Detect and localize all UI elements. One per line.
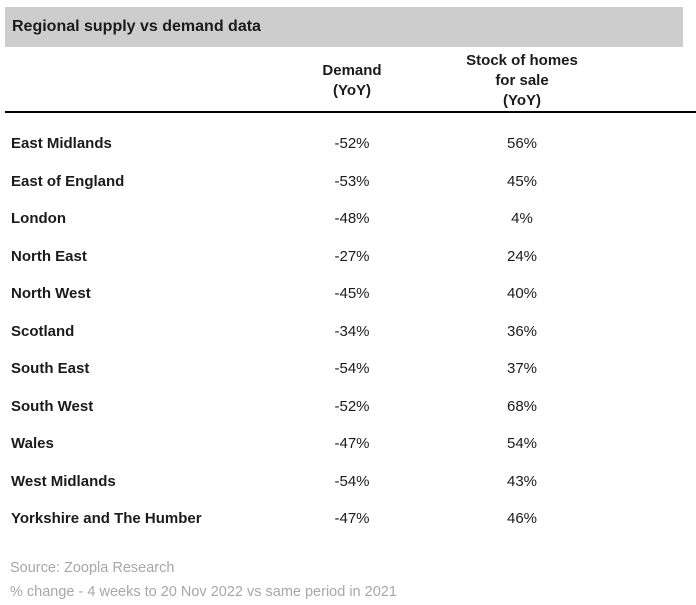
region-cell: Scotland [11,322,75,340]
stock-value-cell: 4% [511,210,533,228]
region-cell: West Midlands [11,472,116,490]
stock-value-cell: 56% [506,135,538,153]
column-header-demand: Demand (YoY) [322,62,382,99]
table-row: South West -52% 68% [0,388,696,426]
table-row: East Midlands -52% 56% [0,125,696,163]
stock-value-cell: 46% [506,510,538,528]
table-title-bar: Regional supply vs demand data [5,7,683,47]
demand-value-cell: -47% [334,510,370,528]
region-cell: Wales [11,435,54,453]
table-row: London -48% 4% [0,200,696,238]
table-row: South East -54% 37% [0,350,696,388]
stock-value-cell: 40% [506,285,538,303]
stock-value-cell: 36% [506,322,538,340]
demand-value-cell: -48% [334,210,370,228]
stock-value-cell: 37% [506,360,538,378]
region-cell: North East [11,247,87,265]
table-row: East of England -53% 45% [0,163,696,201]
stock-value-cell: 43% [506,472,538,490]
source-note: Source: Zoopla Research [10,560,175,576]
data-table: East Midlands -52% 56% East of England -… [0,125,696,538]
column-header-stock: Stock of homes for sale (YoY) [466,52,578,109]
table-row: West Midlands -54% 43% [0,463,696,501]
stock-value-cell: 68% [506,397,538,415]
region-cell: South West [11,397,94,415]
table-row: Scotland -34% 36% [0,313,696,351]
table-row: North West -45% 40% [0,275,696,313]
table-row: Yorkshire and The Humber -47% 46% [0,500,696,538]
stock-value-cell: 54% [506,435,538,453]
region-cell: South East [11,360,90,378]
table-title: Regional supply vs demand data [12,18,261,35]
demand-value-cell: -47% [334,435,370,453]
table-row: Wales -47% 54% [0,425,696,463]
stock-value-cell: 45% [506,172,538,190]
demand-value-cell: -54% [334,472,370,490]
region-cell: Yorkshire and The Humber [11,510,202,528]
period-note: % change - 4 weeks to 20 Nov 2022 vs sam… [10,584,397,600]
demand-value-cell: -27% [334,247,370,265]
demand-value-cell: -54% [334,360,370,378]
region-cell: East of England [11,172,125,190]
demand-value-cell: -34% [334,322,370,340]
demand-value-cell: -53% [334,172,370,190]
region-cell: North West [11,285,91,303]
region-cell: East Midlands [11,135,112,153]
stock-value-cell: 24% [506,247,538,265]
header-rule [5,111,696,113]
demand-value-cell: -52% [334,397,370,415]
region-cell: London [11,210,66,228]
demand-value-cell: -52% [334,135,370,153]
table-row: North East -27% 24% [0,238,696,276]
demand-value-cell: -45% [334,285,370,303]
footer-notes: Source: Zoopla Research % change - 4 wee… [10,556,397,604]
